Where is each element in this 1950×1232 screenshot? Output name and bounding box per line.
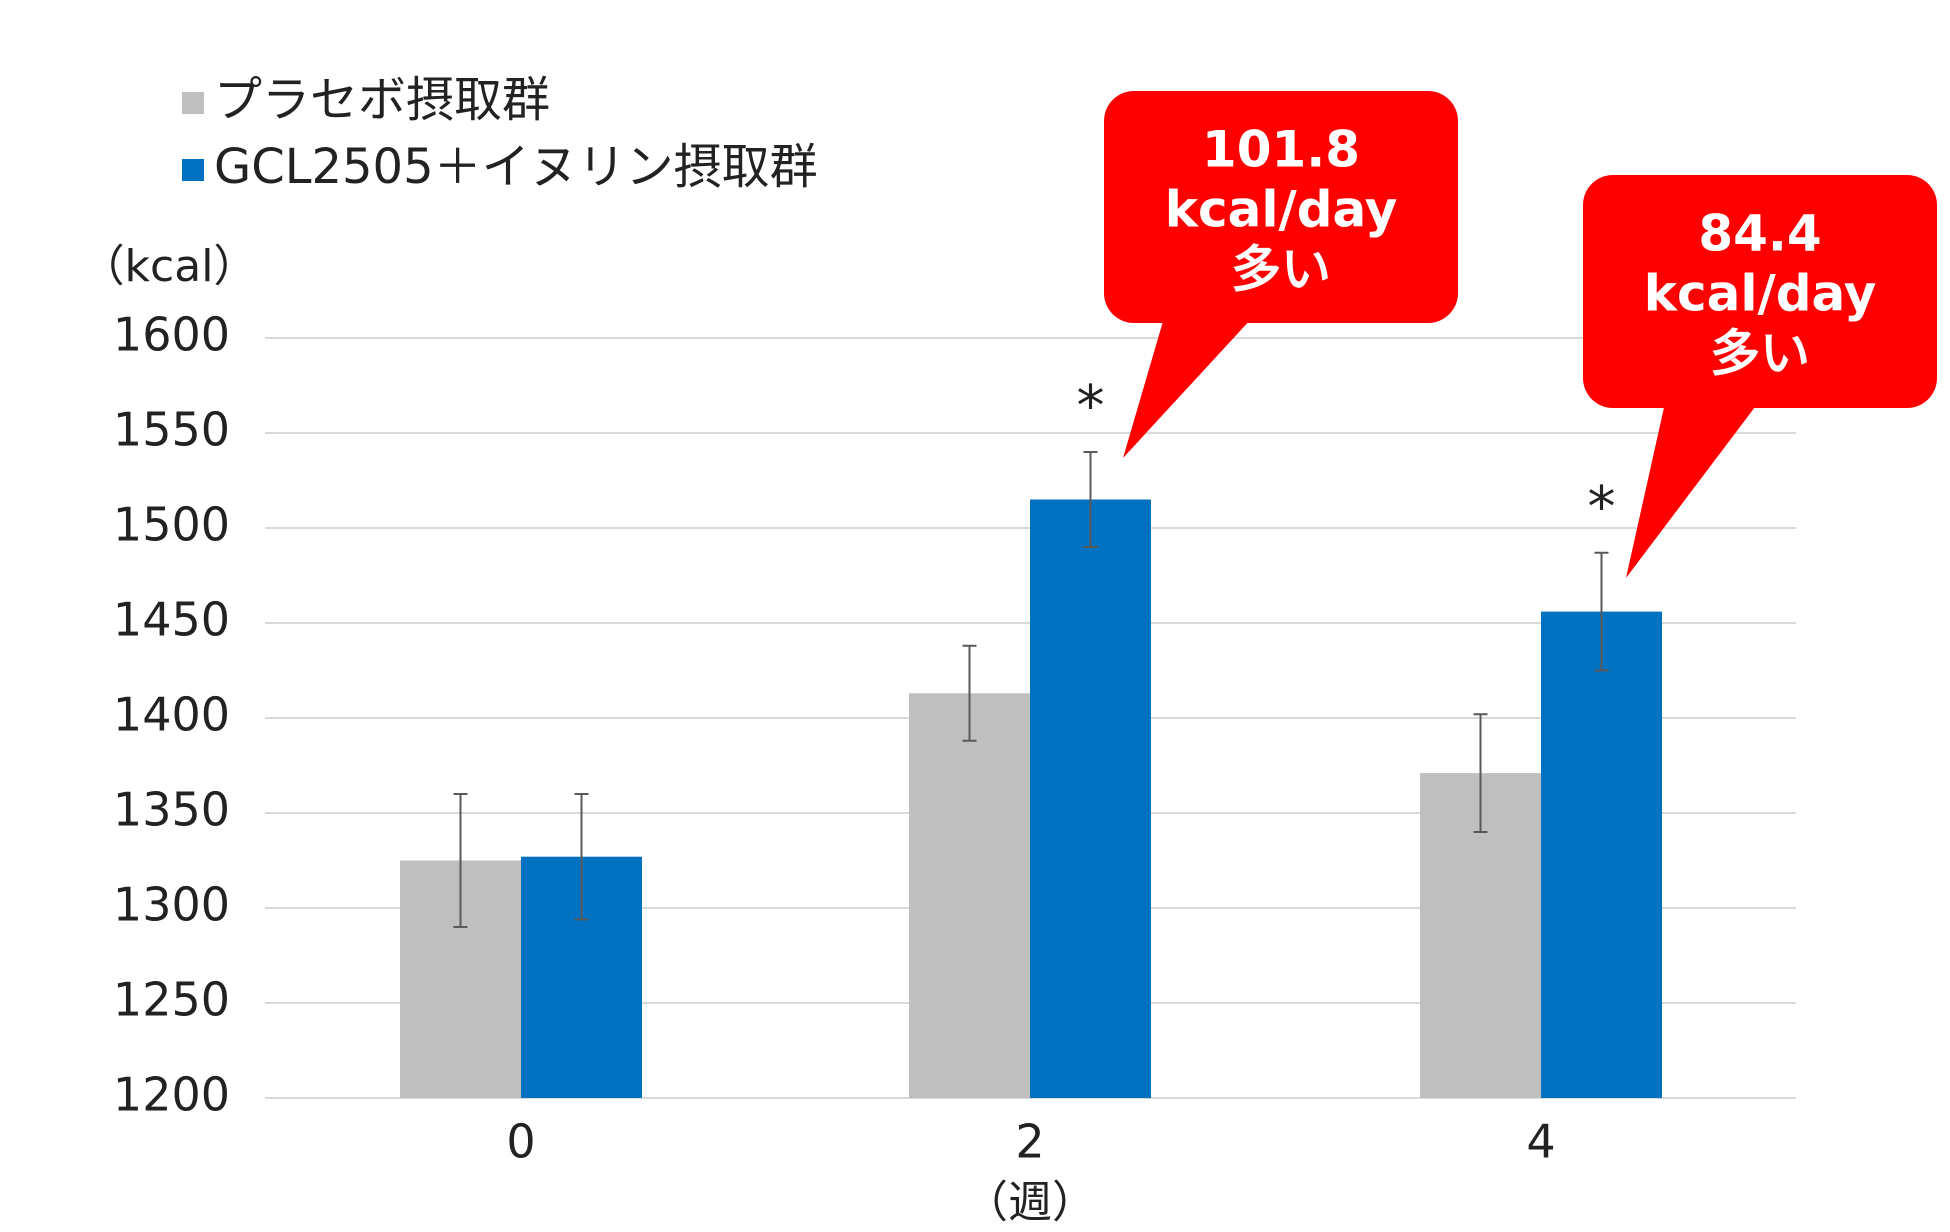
callout-box <box>1583 175 1937 408</box>
error-bar <box>574 793 589 921</box>
y-tick-label: 1350 <box>113 783 230 837</box>
legend-label: GCL2505＋イヌリン摂取群 <box>214 139 818 195</box>
callout-box <box>1104 91 1458 323</box>
legend-swatch <box>182 92 204 114</box>
error-bar <box>1473 713 1488 833</box>
significance-marker: * <box>1077 374 1105 439</box>
x-tick-label: 4 <box>1526 1115 1555 1169</box>
y-tick-label: 1500 <box>113 498 230 552</box>
callout-text: 多い <box>1710 325 1810 383</box>
legend-label: プラセボ摂取群 <box>214 72 550 128</box>
callout-text: 多い <box>1231 241 1331 299</box>
y-tick-label: 1550 <box>113 403 230 457</box>
y-axis-label: （kcal） <box>81 241 258 292</box>
y-tick-label: 1400 <box>113 688 230 742</box>
y-tick-label: 1300 <box>113 878 230 932</box>
y-tick-label: 1450 <box>113 593 230 647</box>
y-tick-label: 1250 <box>113 973 230 1027</box>
error-bar <box>1594 551 1609 672</box>
callout-text: kcal/day <box>1644 265 1877 323</box>
callout-text: 84.4 <box>1698 205 1821 263</box>
legend-swatch <box>182 159 204 181</box>
significance-marker: * <box>1588 475 1616 540</box>
y-tick-label: 1200 <box>113 1068 230 1122</box>
x-tick-label: 0 <box>506 1115 535 1169</box>
error-bar <box>962 644 977 742</box>
bar <box>909 693 1030 1098</box>
callout-pointer <box>1626 403 1758 578</box>
bar <box>1030 499 1151 1098</box>
callout-pointer <box>1123 318 1252 458</box>
error-bar <box>453 793 468 928</box>
error-bar <box>1083 451 1098 548</box>
x-axis-label: （週） <box>964 1177 1096 1228</box>
callout-text: kcal/day <box>1165 181 1398 239</box>
callout-text: 101.8 <box>1202 121 1360 179</box>
bar <box>1541 611 1662 1098</box>
x-tick-label: 2 <box>1015 1115 1044 1169</box>
y-tick-label: 1600 <box>113 308 230 362</box>
